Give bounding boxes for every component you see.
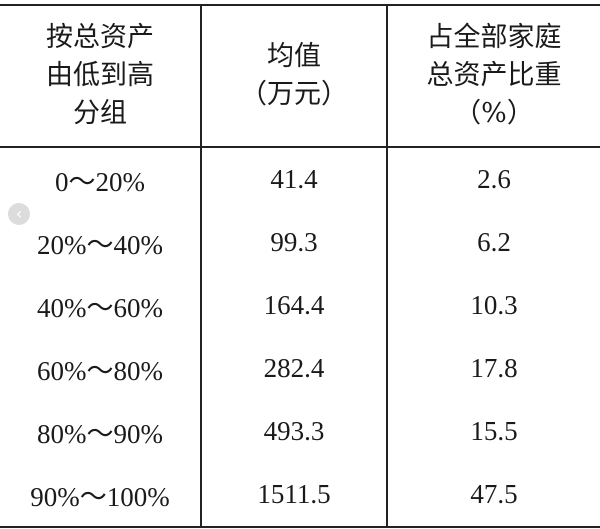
table-row: 40%～60% 164.4 10.3 xyxy=(0,274,600,337)
header-share-line-2: 总资产比重 xyxy=(426,60,562,91)
cell-group: 20%～40% xyxy=(37,230,163,260)
cell-mean: 493.3 xyxy=(200,400,387,463)
cell-mean: 99.3 xyxy=(200,211,387,274)
table-row: 80%～90% 493.3 15.5 xyxy=(0,400,600,463)
cell-mean: 282.4 xyxy=(200,337,387,400)
header-asset-group: 按总资产 由低到高 分组 xyxy=(0,5,201,148)
table-row: 90%～100% 1511.5 47.5 xyxy=(0,463,600,528)
cell-group: 60%～80% xyxy=(37,356,163,386)
header-asset-group-line-3: 分组 xyxy=(73,98,127,129)
cell-group: 80%～90% xyxy=(37,419,163,449)
chevron-left-icon[interactable]: ‹ xyxy=(8,203,30,225)
cell-share: 10.3 xyxy=(386,274,600,337)
asset-distribution-table-container: 按总资产 由低到高 分组 均值 （万元） 占全部家庭 总资产比重 （%） 0～2… xyxy=(0,4,600,528)
table-row: 20%～40% 99.3 6.2 xyxy=(0,211,600,274)
header-share-line-3: （%） xyxy=(454,98,534,129)
header-share-line-1: 占全部家庭 xyxy=(426,22,562,53)
table-header-row: 按总资产 由低到高 分组 均值 （万元） 占全部家庭 总资产比重 （%） xyxy=(0,5,600,148)
header-mean-value: 均值 （万元） xyxy=(200,5,387,148)
cell-share: 15.5 xyxy=(386,400,600,463)
header-asset-group-line-2: 由低到高 xyxy=(46,60,154,91)
table-row: 60%～80% 282.4 17.8 xyxy=(0,337,600,400)
cell-share: 47.5 xyxy=(386,463,600,528)
header-mean-value-line-2: （万元） xyxy=(240,79,348,110)
table-row: 0～20% 41.4 2.6 xyxy=(0,147,600,211)
header-asset-group-line-1: 按总资产 xyxy=(46,22,154,53)
cell-group: 0～20% xyxy=(55,167,145,197)
cell-mean: 1511.5 xyxy=(200,463,387,528)
cell-mean: 164.4 xyxy=(200,274,387,337)
cell-mean: 41.4 xyxy=(200,147,387,211)
cell-share: 17.8 xyxy=(386,337,600,400)
asset-distribution-table: 按总资产 由低到高 分组 均值 （万元） 占全部家庭 总资产比重 （%） 0～2… xyxy=(0,4,600,528)
header-mean-value-line-1: 均值 xyxy=(267,41,321,72)
cell-share: 2.6 xyxy=(386,147,600,211)
cell-group: 40%～60% xyxy=(37,293,163,323)
header-share-of-total: 占全部家庭 总资产比重 （%） xyxy=(386,5,600,148)
cell-share: 6.2 xyxy=(386,211,600,274)
cell-group: 90%～100% xyxy=(0,463,201,528)
